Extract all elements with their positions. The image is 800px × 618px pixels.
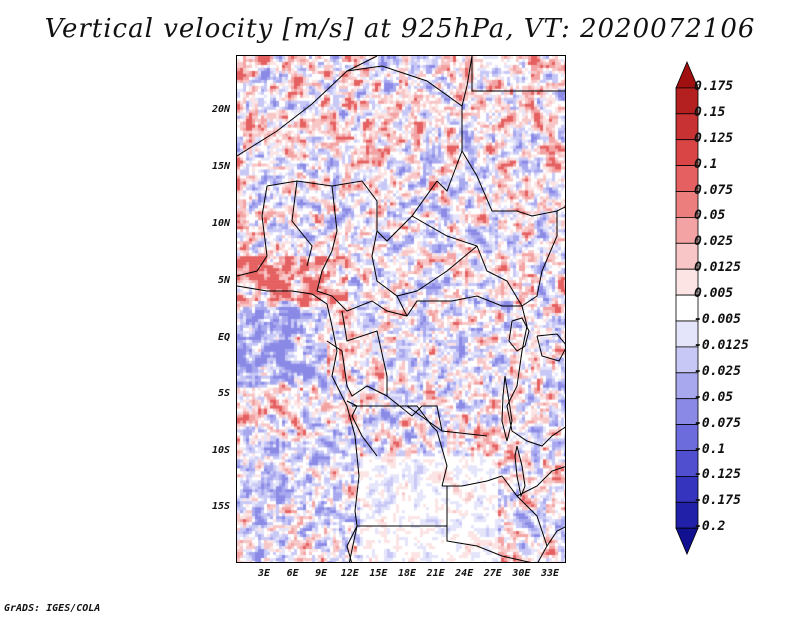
border-line (316, 185, 338, 292)
longitude-label: 21E (426, 568, 445, 579)
border-line (352, 405, 443, 432)
border-line (326, 340, 388, 397)
colorbar-label: -0.075 (694, 415, 741, 431)
border-line (396, 245, 478, 297)
border-line (501, 475, 548, 562)
border-line (291, 180, 313, 267)
longitude-label: 30E (512, 568, 531, 579)
border-line (371, 230, 408, 317)
latitude-label: 15N (211, 161, 230, 172)
colorbar-label: 0.0125 (694, 260, 741, 276)
latitude-label: EQ (217, 332, 230, 343)
border-line (266, 180, 378, 231)
border-line (546, 526, 565, 547)
border-line (461, 150, 565, 217)
longitude-label: 18E (397, 568, 417, 579)
longitude-label: 24E (455, 568, 474, 579)
colorbar-label: 0.175 (694, 78, 734, 94)
border-line (442, 475, 503, 487)
grads-credit: GrADS: IGES/COLA (4, 603, 101, 614)
border-line (346, 56, 473, 107)
border-line (436, 106, 463, 192)
colorbar-label: 0.15 (694, 104, 726, 120)
colorbar-label: -0.175 (694, 493, 741, 509)
border-line (357, 405, 448, 487)
border-line (237, 185, 268, 277)
colorbar-label: -0.005 (694, 312, 741, 327)
colorbar (675, 60, 699, 556)
longitude-label: 15E (369, 568, 388, 579)
latitude-label: 5S (217, 388, 230, 399)
border-line (341, 310, 388, 396)
longitude-label: 27E (483, 568, 502, 579)
border-line (506, 305, 528, 432)
vertical-velocity-field (237, 56, 565, 562)
colorbar-label: 0.05 (694, 208, 726, 224)
latitude-label: 5N (217, 275, 230, 286)
colorbar-label: -0.1 (694, 441, 726, 457)
colorbar-label: 0.125 (694, 130, 734, 146)
lake-outline (501, 375, 513, 442)
plot-title: Vertical velocity [m/s] at 925hPa, VT: 2… (44, 14, 756, 44)
colorbar-label: -0.0125 (694, 337, 749, 353)
border-line (357, 486, 448, 527)
lake-outline (536, 333, 565, 362)
border-line (471, 56, 565, 92)
longitude-label: 6E (286, 568, 299, 579)
border-line (446, 526, 531, 562)
coastline (237, 285, 360, 562)
colorbar-label: -0.025 (694, 363, 741, 379)
colorbar-label: -0.05 (694, 389, 734, 405)
longitude-label: 33E (540, 568, 560, 579)
latitude-label: 15S (211, 501, 230, 512)
border-line (516, 466, 565, 497)
lake-outline (508, 317, 530, 352)
colorbar-segment (675, 527, 699, 556)
country-borders (237, 56, 565, 562)
longitude-label: 3E (257, 568, 271, 579)
border-line (386, 395, 488, 437)
border-line (521, 211, 558, 307)
border-line (511, 426, 565, 447)
latitude-label: 10N (211, 218, 230, 229)
border-line (411, 215, 523, 307)
colorbar-label: 0.005 (694, 286, 734, 302)
latitude-label: 10S (211, 445, 230, 456)
longitude-label: 9E (315, 568, 328, 579)
longitude-label: 12E (340, 568, 359, 579)
border-line (406, 295, 522, 317)
border-line (237, 56, 378, 157)
border-line (346, 400, 378, 457)
border-line (376, 180, 438, 242)
latitude-label: 20N (211, 104, 230, 115)
colorbar-label: 0.075 (694, 182, 734, 198)
border-line (316, 290, 408, 317)
colorbar-label: -0.125 (694, 467, 741, 483)
colorbar-label: -0.2 (694, 519, 726, 535)
lake-outline (514, 445, 526, 498)
map-panel (236, 55, 566, 563)
colorbar-label: 0.1 (694, 156, 718, 172)
colorbar-label: 0.025 (694, 234, 734, 250)
